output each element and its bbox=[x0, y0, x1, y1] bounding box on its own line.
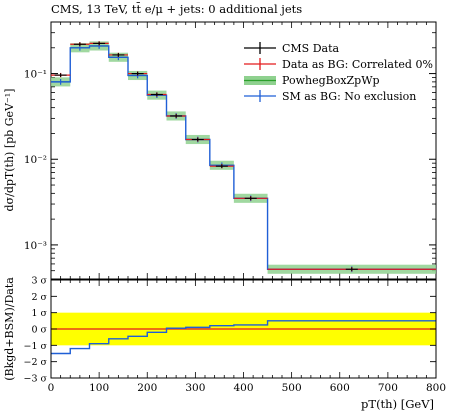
main-y-axis-label: dσ/dpT(th) [pb GeV⁻¹] bbox=[3, 89, 16, 212]
x-tick-label: 300 bbox=[185, 382, 205, 394]
x-axis-label: pT(th) [GeV] bbox=[361, 397, 434, 411]
y-tick-label: 10⁻¹ bbox=[24, 69, 47, 81]
ratio-y-axis-label: (Bkgd+BSM)/Data bbox=[3, 277, 16, 381]
main-x-ticks bbox=[50, 22, 437, 279]
legend-label: PowhegBoxZpWp bbox=[282, 74, 380, 87]
legend-label: Data as BG: Correlated 0% bbox=[282, 58, 433, 71]
x-tick-label: 100 bbox=[89, 382, 109, 394]
chart-title: CMS, 13 TeV, tt̄ e/μ + jets: 0 additiona… bbox=[51, 2, 302, 16]
x-tick-label: 0 bbox=[48, 382, 55, 394]
ratio-y-tick-label: 1 σ bbox=[31, 308, 47, 319]
legend-label: CMS Data bbox=[282, 42, 340, 55]
main-plot-marks bbox=[51, 41, 436, 274]
main-y-axis: 10⁻³ 10⁻² 10⁻¹ bbox=[24, 21, 436, 280]
ratio-y-tick-label: −2 σ bbox=[23, 357, 47, 368]
ratio-plot-marks bbox=[51, 312, 436, 355]
ratio-axes: −3 σ −2 σ −1 σ 0 σ 1 σ 2 σ 3 σ 0 100 200 300 400 500… bbox=[23, 276, 446, 395]
main-plot-panel: 10⁻³ 10⁻² 10⁻¹ dσ/dpT(th) [pb GeV⁻¹] CMS D… bbox=[3, 21, 437, 280]
ratio-sm-bg-line bbox=[51, 320, 436, 355]
ratio-y-tick-label: 3 σ bbox=[31, 276, 47, 287]
ratio-y-tick-label: 0 σ bbox=[31, 325, 47, 336]
y-tick-label: 10⁻² bbox=[24, 154, 47, 166]
y-tick-label: 10⁻³ bbox=[24, 240, 47, 252]
legend: CMS Data Data as BG: Correlated 0% PowhegB… bbox=[244, 42, 433, 103]
x-tick-label: 500 bbox=[282, 382, 302, 394]
ratio-y-tick-label: −1 σ bbox=[23, 341, 47, 352]
ratio-y-tick-label: 2 σ bbox=[31, 292, 47, 303]
legend-label: SM as BG: No exclusion bbox=[282, 90, 416, 103]
x-tick-label: 200 bbox=[137, 382, 157, 394]
x-tick-label: 400 bbox=[233, 382, 253, 394]
x-tick-label: 800 bbox=[426, 382, 446, 394]
x-tick-label: 600 bbox=[330, 382, 350, 394]
chart-title-text: CMS, 13 TeV, tt̄ e/μ + jets: 0 additiona… bbox=[51, 2, 303, 16]
ratio-y-tick-label: −3 σ bbox=[23, 374, 47, 385]
x-tick-label: 700 bbox=[378, 382, 398, 394]
ratio-plot-panel: −3 σ −2 σ −1 σ 0 σ 1 σ 2 σ 3 σ 0 100 200 300 400 500… bbox=[3, 276, 446, 412]
